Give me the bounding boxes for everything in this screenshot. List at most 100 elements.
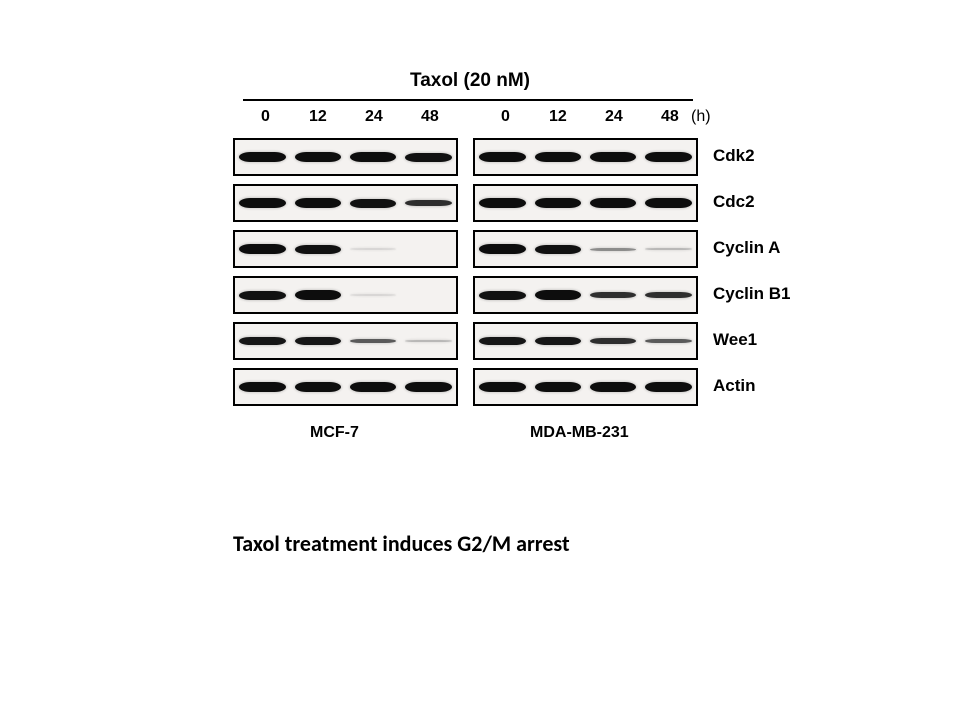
panel-right-cyclin-a: [473, 230, 698, 268]
lane: [641, 324, 696, 358]
panel-left-cyclin-b1: [233, 276, 458, 314]
band: [239, 382, 285, 392]
lane: [235, 186, 290, 220]
lane: [346, 324, 401, 358]
lane: [475, 232, 530, 266]
lane: [586, 140, 641, 174]
lane: [346, 278, 401, 312]
lane: [530, 370, 585, 404]
band: [535, 245, 581, 254]
band: [239, 198, 285, 208]
lane: [290, 278, 345, 312]
band: [295, 382, 341, 392]
lane: [586, 370, 641, 404]
lane: [530, 232, 585, 266]
panel-left-cyclin-a: [233, 230, 458, 268]
band: [405, 200, 451, 206]
band: [239, 291, 285, 300]
lane: [401, 324, 456, 358]
band: [479, 244, 525, 254]
band: [405, 382, 451, 392]
tp-right-48: 48: [661, 108, 679, 126]
lane: [235, 324, 290, 358]
band: [590, 382, 636, 392]
lane: [475, 370, 530, 404]
lane: [401, 278, 456, 312]
panel-left-cdk2: [233, 138, 458, 176]
band: [645, 198, 691, 208]
protein-label: Wee1: [713, 330, 757, 350]
band: [645, 382, 691, 392]
band: [645, 248, 691, 250]
protein-label: Cdk2: [713, 146, 755, 166]
lane: [586, 278, 641, 312]
treatment-underline: [243, 99, 693, 101]
cell-line-left-label: MCF-7: [310, 424, 359, 442]
lane: [586, 232, 641, 266]
lane: [290, 370, 345, 404]
band: [350, 294, 396, 295]
band: [535, 290, 581, 300]
lane: [235, 232, 290, 266]
lane: [475, 186, 530, 220]
band: [479, 337, 525, 345]
band: [479, 382, 525, 392]
band: [239, 152, 285, 162]
tp-left-24: 24: [365, 108, 383, 126]
lane: [586, 324, 641, 358]
protein-label: Cyclin B1: [713, 284, 790, 304]
figure-caption: Taxol treatment induces G2/M arrest: [233, 530, 570, 557]
protein-label: Cdc2: [713, 192, 755, 212]
lane: [401, 370, 456, 404]
lane: [641, 232, 696, 266]
lane: [290, 140, 345, 174]
lane: [475, 140, 530, 174]
band: [239, 244, 285, 254]
band: [295, 245, 341, 254]
lane: [346, 370, 401, 404]
band: [645, 152, 691, 162]
treatment-title: Taxol (20 nM): [300, 70, 640, 92]
band: [350, 152, 396, 162]
lane: [401, 140, 456, 174]
lane: [641, 140, 696, 174]
lane: [235, 278, 290, 312]
cell-line-right-label: MDA-MB-231: [530, 424, 629, 442]
lane: [346, 140, 401, 174]
time-point-labels: 0 12 24 48 0 12 24 48 (h): [243, 108, 733, 132]
panel-left-wee1: [233, 322, 458, 360]
lane: [530, 278, 585, 312]
band: [350, 199, 396, 208]
figure-container: Taxol (20 nM) 0 12 24 48 0 12 24 48 (h) …: [0, 0, 960, 720]
lane: [290, 186, 345, 220]
band: [590, 198, 636, 208]
tp-left-12: 12: [309, 108, 327, 126]
band: [645, 292, 691, 298]
band: [479, 198, 525, 208]
band: [535, 198, 581, 208]
band: [590, 152, 636, 162]
lane: [401, 186, 456, 220]
lane: [346, 232, 401, 266]
panel-right-wee1: [473, 322, 698, 360]
band: [405, 340, 451, 342]
lane: [290, 324, 345, 358]
panel-right-cyclin-b1: [473, 276, 698, 314]
panel-right-actin: [473, 368, 698, 406]
lane: [530, 324, 585, 358]
protein-label: Cyclin A: [713, 238, 780, 258]
band: [535, 337, 581, 345]
band: [350, 339, 396, 343]
lane: [586, 186, 641, 220]
band: [350, 382, 396, 392]
lane: [235, 140, 290, 174]
band: [590, 338, 636, 344]
band: [405, 153, 451, 162]
band: [295, 198, 341, 208]
band: [645, 339, 691, 343]
band: [535, 152, 581, 162]
lane: [475, 324, 530, 358]
band: [590, 292, 636, 298]
lane: [530, 186, 585, 220]
tp-right-12: 12: [549, 108, 567, 126]
